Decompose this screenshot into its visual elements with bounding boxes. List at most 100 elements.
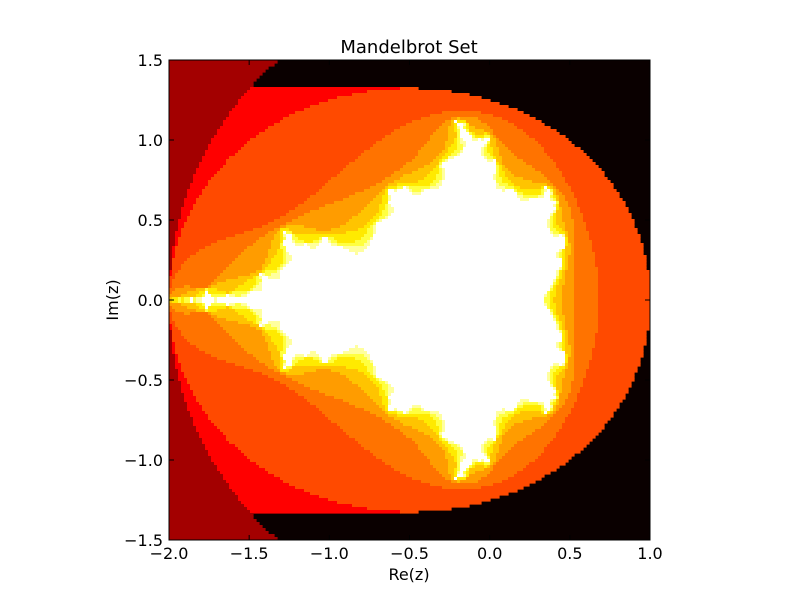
heatmap-cell <box>286 363 293 367</box>
heatmap-cell <box>568 183 614 187</box>
heatmap-cell <box>304 108 518 112</box>
heatmap-cell <box>496 144 506 148</box>
heatmap-cell <box>550 216 554 220</box>
heatmap-cell <box>235 303 242 307</box>
heatmap-cell <box>232 336 266 340</box>
heatmap-cell <box>388 186 398 190</box>
heatmap-cell <box>169 300 173 304</box>
heatmap-cell <box>253 228 275 232</box>
heatmap-cell <box>256 357 272 361</box>
heatmap-cell <box>175 324 221 328</box>
heatmap-cell <box>328 180 383 184</box>
heatmap-cell <box>286 234 293 238</box>
heatmap-cell <box>205 186 323 190</box>
heatmap-cell <box>436 156 443 160</box>
heatmap-cell <box>325 414 377 418</box>
heatmap-cell <box>586 228 638 232</box>
x-axis-ticks: −2.0 −1.5 −1.0 −0.5 0.0 0.5 1.0 <box>150 60 663 563</box>
heatmap-cell <box>559 249 563 253</box>
heatmap-cell <box>247 318 257 322</box>
heatmap-cell <box>547 411 551 415</box>
heatmap-cell <box>571 252 575 256</box>
heatmap-cell <box>430 462 449 466</box>
heatmap-cell <box>229 264 263 268</box>
heatmap-cell <box>556 384 563 388</box>
heatmap-cell <box>169 147 209 151</box>
heatmap-cell <box>292 234 296 238</box>
heatmap-cell <box>496 186 506 190</box>
heatmap-cell <box>574 402 620 406</box>
heatmap-cell <box>265 327 278 331</box>
heatmap-cell <box>181 363 236 367</box>
heatmap-cell <box>202 441 230 445</box>
heatmap-cell <box>172 336 185 340</box>
heatmap-cell <box>376 219 380 223</box>
heatmap-cell <box>172 252 176 256</box>
heatmap-cell <box>499 450 509 454</box>
heatmap-cell <box>328 498 491 502</box>
heatmap-cell <box>508 429 536 433</box>
heatmap-cell <box>196 429 221 433</box>
heatmap-cell <box>259 237 275 241</box>
heatmap-cell <box>499 429 503 433</box>
heatmap-cell <box>169 324 173 328</box>
heatmap-cell <box>169 411 191 415</box>
heatmap-cell <box>574 303 599 307</box>
heatmap-cell <box>337 423 392 427</box>
heatmap-cell <box>280 321 557 325</box>
heatmap-cell <box>592 354 644 358</box>
heatmap-cell <box>565 348 572 352</box>
heatmap-cell <box>283 333 287 337</box>
heatmap-cell <box>556 396 560 400</box>
heatmap-cell <box>421 405 518 409</box>
heatmap-cell <box>169 90 248 94</box>
heatmap-cell <box>379 390 386 394</box>
heatmap-cell <box>559 315 566 319</box>
heatmap-cell <box>376 195 383 199</box>
heatmap-cell <box>547 183 554 187</box>
heatmap-cell <box>370 360 374 364</box>
heatmap-cell <box>277 345 284 349</box>
heatmap-cell <box>574 228 587 232</box>
heatmap-cell <box>481 147 485 151</box>
heatmap-cell <box>253 243 272 247</box>
heatmap-cell <box>466 474 470 478</box>
heatmap-cell <box>595 342 647 346</box>
heatmap-cell <box>382 417 395 421</box>
heatmap-cell <box>169 426 197 430</box>
heatmap-cell <box>268 222 287 226</box>
heatmap-cell <box>256 312 263 316</box>
heatmap-cell <box>205 291 209 295</box>
heatmap-cell <box>295 111 443 115</box>
heatmap-cell <box>385 177 401 181</box>
heatmap-cell <box>169 468 218 472</box>
heatmap-cell <box>430 411 440 415</box>
heatmap-cell <box>184 261 233 265</box>
heatmap-cell <box>598 303 650 307</box>
heatmap-cell <box>481 153 485 157</box>
heatmap-cell <box>493 147 500 151</box>
heatmap-cell <box>595 345 644 349</box>
heatmap-cell <box>232 291 248 295</box>
heatmap-cell <box>214 297 218 301</box>
heatmap-cell <box>574 318 599 322</box>
heatmap-cell <box>175 276 218 280</box>
heatmap-cell <box>178 369 182 373</box>
heatmap-cell <box>598 318 650 322</box>
heatmap-cell <box>175 234 182 238</box>
heatmap-cell <box>316 405 356 409</box>
heatmap-cell <box>559 399 566 403</box>
heatmap-cell <box>181 228 254 232</box>
heatmap-cell <box>190 285 209 289</box>
heatmap-cell <box>325 204 368 208</box>
y-tick-label: −1.5 <box>124 531 163 550</box>
heatmap-cell <box>169 132 218 136</box>
heatmap-cell <box>169 522 260 526</box>
heatmap-cell <box>559 234 563 238</box>
heatmap-cell <box>358 441 416 445</box>
heatmap-cell <box>373 198 383 202</box>
heatmap-cell <box>535 429 560 433</box>
heatmap-cell <box>586 372 635 376</box>
heatmap-cell <box>310 210 362 214</box>
heatmap-cell <box>580 387 629 391</box>
